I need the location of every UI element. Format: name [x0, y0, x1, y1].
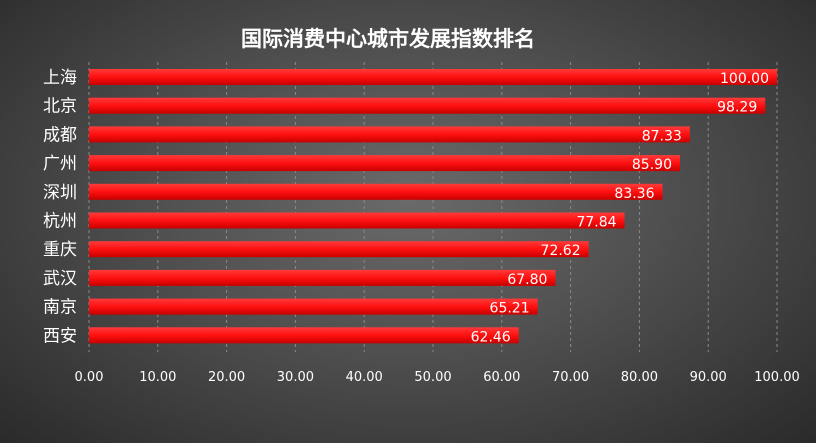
value-label: 77.84	[576, 215, 616, 231]
category-label: 广州	[43, 154, 77, 174]
category-label: 上海	[43, 68, 77, 88]
x-tick-label: 80.00	[621, 370, 658, 385]
x-tick-label: 50.00	[414, 370, 451, 385]
x-tick-label: 60.00	[483, 370, 520, 385]
value-label: 100.00	[720, 71, 769, 87]
category-label: 成都	[43, 125, 77, 145]
bar	[89, 183, 663, 200]
x-tick-label: 100.00	[754, 370, 800, 385]
bar	[89, 69, 777, 85]
x-tick-label: 40.00	[346, 370, 383, 385]
value-labels: 100.00 98.29 87.33 85.90 83.36 77.84 72.62 67.8…	[471, 71, 769, 345]
x-tick-label: 70.00	[552, 370, 589, 385]
x-tick-label: 0.00	[75, 370, 104, 385]
bar	[89, 327, 519, 344]
category-label: 武汉	[43, 269, 77, 289]
bar	[89, 126, 690, 143]
bar	[89, 212, 625, 229]
value-label: 85.90	[632, 157, 672, 173]
value-label: 83.36	[614, 186, 654, 202]
bars	[89, 69, 777, 344]
value-label: 62.46	[471, 329, 511, 345]
value-label: 67.80	[507, 272, 547, 288]
bar	[89, 298, 538, 315]
value-label: 72.62	[541, 243, 581, 259]
bar	[89, 155, 680, 172]
bar	[89, 97, 766, 114]
bar	[89, 241, 589, 258]
category-label: 杭州	[43, 212, 77, 232]
category-label: 北京	[43, 97, 77, 117]
x-tick-label: 10.00	[139, 370, 176, 385]
x-axis-ticks: 0.00 10.00 20.00 30.00 40.00 50.00 60.00 70.00 8…	[75, 370, 800, 385]
category-label: 南京	[43, 298, 77, 318]
x-tick-label: 90.00	[690, 370, 727, 385]
category-label: 重庆	[43, 240, 77, 260]
category-label: 西安	[43, 326, 77, 346]
category-label: 深圳	[43, 183, 77, 203]
x-tick-label: 30.00	[277, 370, 314, 385]
value-label: 98.29	[717, 100, 757, 116]
x-tick-label: 20.00	[208, 370, 245, 385]
value-label: 65.21	[490, 301, 530, 317]
value-label: 87.33	[642, 128, 682, 144]
chart-title: 国际消费中心城市发展指数排名	[241, 27, 535, 51]
bar	[89, 269, 556, 286]
